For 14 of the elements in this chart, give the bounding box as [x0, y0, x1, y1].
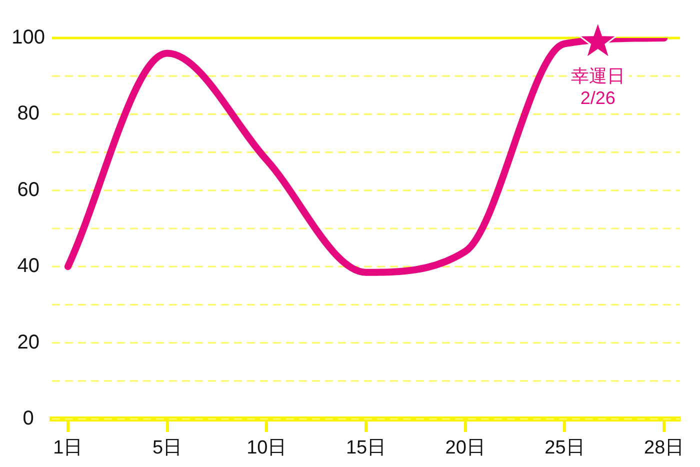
x-tick-label: 15日: [346, 438, 386, 459]
x-tick-label: 1日: [53, 438, 83, 459]
x-tick-label: 5日: [152, 438, 182, 459]
y-tick-label: 100: [12, 26, 46, 49]
x-tick-label: 20日: [445, 438, 486, 459]
annotation: 幸運日 2/26: [570, 66, 625, 108]
y-tick-label: 60: [17, 178, 40, 201]
y-tick-label: 0: [22, 408, 34, 430]
x-tick-label: 28日: [644, 438, 684, 459]
x-tick-label: 10日: [246, 438, 287, 459]
y-tick-label: 20: [17, 331, 40, 354]
y-tick-label: 80: [17, 102, 40, 125]
x-tick-label: 25日: [544, 438, 585, 459]
y-tick-label: 40: [17, 255, 40, 278]
